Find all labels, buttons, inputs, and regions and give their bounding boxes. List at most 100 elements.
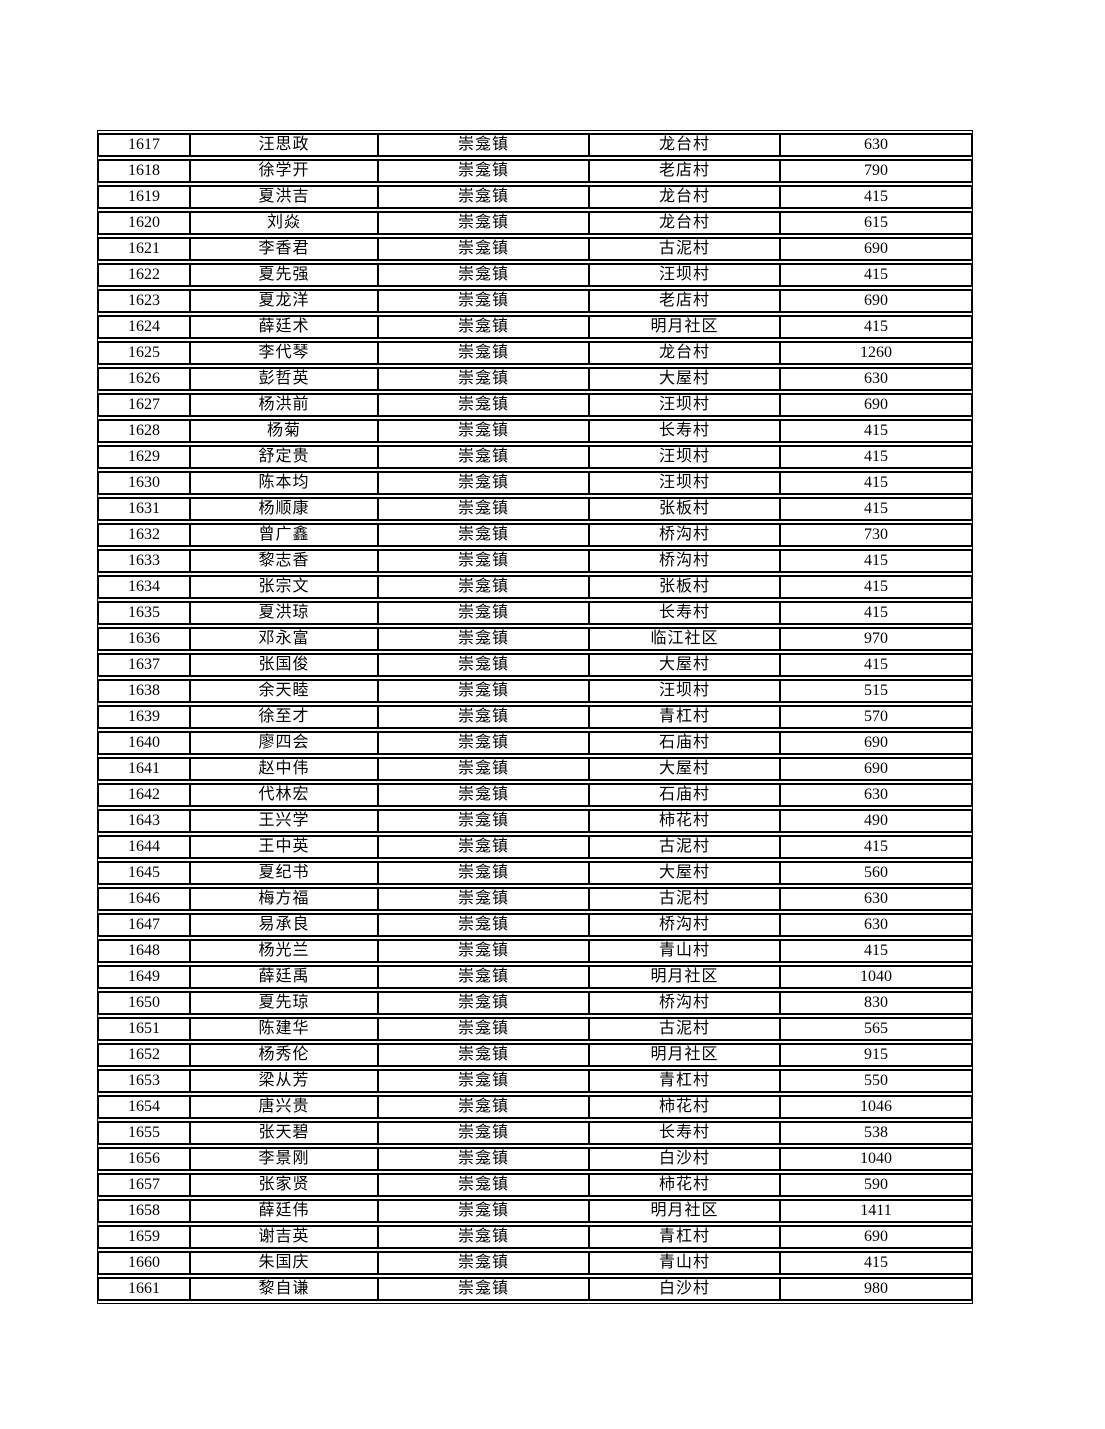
cell-town: 崇龛镇 [378,445,589,469]
cell-village: 大屋村 [589,757,780,781]
table-row: 1621 李香君 崇龛镇 古泥村 690 [98,237,972,261]
cell-village: 老店村 [589,289,780,313]
cell-name: 易承良 [190,913,378,937]
table-row: 1643 王兴学 崇龛镇 柿花村 490 [98,809,972,833]
table-row: 1651 陈建华 崇龛镇 古泥村 565 [98,1017,972,1041]
cell-name: 曾广鑫 [190,523,378,547]
table-row: 1652 杨秀伦 崇龛镇 明月社区 915 [98,1043,972,1067]
cell-index: 1634 [98,575,190,599]
roster-table-body: 1617 汪思政 崇龛镇 龙台村 630 1618 徐学开 崇龛镇 老店村 790 1619 夏洪吉崇… [98,133,972,1301]
cell-amount: 915 [780,1043,972,1067]
cell-index: 1637 [98,653,190,677]
cell-index: 1636 [98,627,190,651]
cell-name: 舒定贵 [190,445,378,469]
table-row: 1631 杨顺康 崇龛镇 张板村 415 [98,497,972,521]
cell-name: 杨光兰 [190,939,378,963]
cell-name: 李景刚 [190,1147,378,1171]
table-row: 1642 代林宏 崇龛镇 石庙村 630 [98,783,972,807]
cell-village: 桥沟村 [589,549,780,573]
cell-town: 崇龛镇 [378,965,589,989]
cell-index: 1645 [98,861,190,885]
cell-name: 朱国庆 [190,1251,378,1275]
cell-name: 代林宏 [190,783,378,807]
cell-amount: 630 [780,913,972,937]
table-row: 1618 徐学开 崇龛镇 老店村 790 [98,159,972,183]
cell-name: 薛廷术 [190,315,378,339]
cell-name: 刘焱 [190,211,378,235]
cell-index: 1641 [98,757,190,781]
cell-town: 崇龛镇 [378,549,589,573]
cell-town: 崇龛镇 [378,653,589,677]
cell-village: 长寿村 [589,419,780,443]
table-row: 1654 唐兴贵 崇龛镇 柿花村 1046 [98,1095,972,1119]
table-row: 1641 赵中伟 崇龛镇 大屋村 690 [98,757,972,781]
cell-town: 崇龛镇 [378,237,589,261]
cell-index: 1661 [98,1277,190,1301]
cell-index: 1652 [98,1043,190,1067]
cell-town: 崇龛镇 [378,731,589,755]
cell-index: 1627 [98,393,190,417]
cell-town: 崇龛镇 [378,887,589,911]
cell-amount: 560 [780,861,972,885]
cell-town: 崇龛镇 [378,367,589,391]
cell-town: 崇龛镇 [378,133,589,157]
cell-name: 廖四会 [190,731,378,755]
cell-amount: 415 [780,1251,972,1275]
cell-town: 崇龛镇 [378,705,589,729]
table-row: 1647 易承良 崇龛镇 桥沟村 630 [98,913,972,937]
cell-village: 长寿村 [589,601,780,625]
cell-name: 夏龙洋 [190,289,378,313]
table-row: 1657 张家贤 崇龛镇 柿花村 590 [98,1173,972,1197]
cell-village: 桥沟村 [589,913,780,937]
cell-index: 1623 [98,289,190,313]
table-row: 1620 刘焱 崇龛镇 龙台村 615 [98,211,972,235]
cell-village: 汪坝村 [589,393,780,417]
cell-town: 崇龛镇 [378,523,589,547]
cell-village: 明月社区 [589,1043,780,1067]
cell-name: 彭哲英 [190,367,378,391]
cell-index: 1625 [98,341,190,365]
cell-town: 崇龛镇 [378,497,589,521]
cell-amount: 790 [780,159,972,183]
table-row: 1656 李景刚 崇龛镇 白沙村 1040 [98,1147,972,1171]
cell-index: 1630 [98,471,190,495]
cell-index: 1635 [98,601,190,625]
cell-village: 大屋村 [589,653,780,677]
cell-town: 崇龛镇 [378,991,589,1015]
cell-index: 1619 [98,185,190,209]
cell-index: 1642 [98,783,190,807]
cell-index: 1620 [98,211,190,235]
cell-town: 崇龛镇 [378,1069,589,1093]
cell-village: 龙台村 [589,211,780,235]
cell-town: 崇龛镇 [378,211,589,235]
cell-village: 大屋村 [589,861,780,885]
cell-town: 崇龛镇 [378,315,589,339]
table-row: 1661 黎自谦 崇龛镇 白沙村 980 [98,1277,972,1301]
cell-name: 王中英 [190,835,378,859]
cell-village: 古泥村 [589,835,780,859]
cell-amount: 1046 [780,1095,972,1119]
cell-town: 崇龛镇 [378,861,589,885]
cell-village: 桥沟村 [589,523,780,547]
cell-village: 汪坝村 [589,471,780,495]
cell-town: 崇龛镇 [378,393,589,417]
cell-name: 薛廷禹 [190,965,378,989]
cell-index: 1629 [98,445,190,469]
table-row: 1644 王中英 崇龛镇 古泥村 415 [98,835,972,859]
cell-index: 1651 [98,1017,190,1041]
cell-amount: 415 [780,497,972,521]
cell-amount: 538 [780,1121,972,1145]
cell-name: 李代琴 [190,341,378,365]
cell-town: 崇龛镇 [378,1173,589,1197]
cell-name: 杨秀伦 [190,1043,378,1067]
cell-village: 临江社区 [589,627,780,651]
cell-village: 青杠村 [589,705,780,729]
table-row: 1626 彭哲英 崇龛镇 大屋村 630 [98,367,972,391]
cell-name: 汪思政 [190,133,378,157]
cell-name: 赵中伟 [190,757,378,781]
table-row: 1632 曾广鑫 崇龛镇 桥沟村 730 [98,523,972,547]
cell-town: 崇龛镇 [378,341,589,365]
cell-amount: 615 [780,211,972,235]
cell-index: 1626 [98,367,190,391]
cell-village: 明月社区 [589,315,780,339]
